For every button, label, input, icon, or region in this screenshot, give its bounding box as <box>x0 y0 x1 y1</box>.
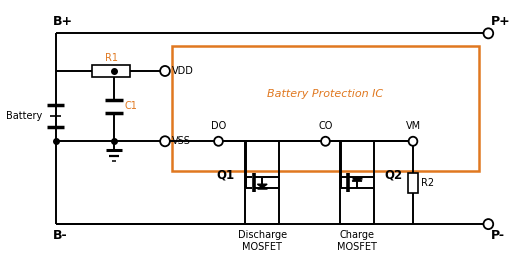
Circle shape <box>160 136 170 146</box>
Text: Q2: Q2 <box>384 169 403 182</box>
Circle shape <box>160 66 170 76</box>
Text: VM: VM <box>405 121 421 131</box>
Text: P-: P- <box>491 229 505 242</box>
Text: P+: P+ <box>491 15 510 28</box>
Polygon shape <box>258 184 267 188</box>
Text: CO: CO <box>318 121 332 131</box>
Text: DO: DO <box>211 121 226 131</box>
Text: VDD: VDD <box>172 66 194 76</box>
Text: Discharge
MOSFET: Discharge MOSFET <box>238 230 287 252</box>
Text: Charge
MOSFET: Charge MOSFET <box>337 230 377 252</box>
Bar <box>92 66 130 77</box>
Text: R2: R2 <box>421 178 434 188</box>
Text: C1: C1 <box>125 101 137 111</box>
Circle shape <box>483 28 493 38</box>
Polygon shape <box>352 178 362 181</box>
Bar <box>172 46 479 171</box>
Text: B-: B- <box>53 229 68 242</box>
Circle shape <box>214 137 223 146</box>
Text: VSS: VSS <box>172 136 191 146</box>
Circle shape <box>483 219 493 229</box>
Text: Battery Protection IC: Battery Protection IC <box>267 89 384 99</box>
Circle shape <box>409 137 418 146</box>
Text: R1: R1 <box>105 53 117 63</box>
Text: Q1: Q1 <box>216 169 235 182</box>
Bar <box>408 173 418 193</box>
Circle shape <box>321 137 330 146</box>
Text: Battery: Battery <box>6 111 42 121</box>
Text: B+: B+ <box>53 15 73 28</box>
